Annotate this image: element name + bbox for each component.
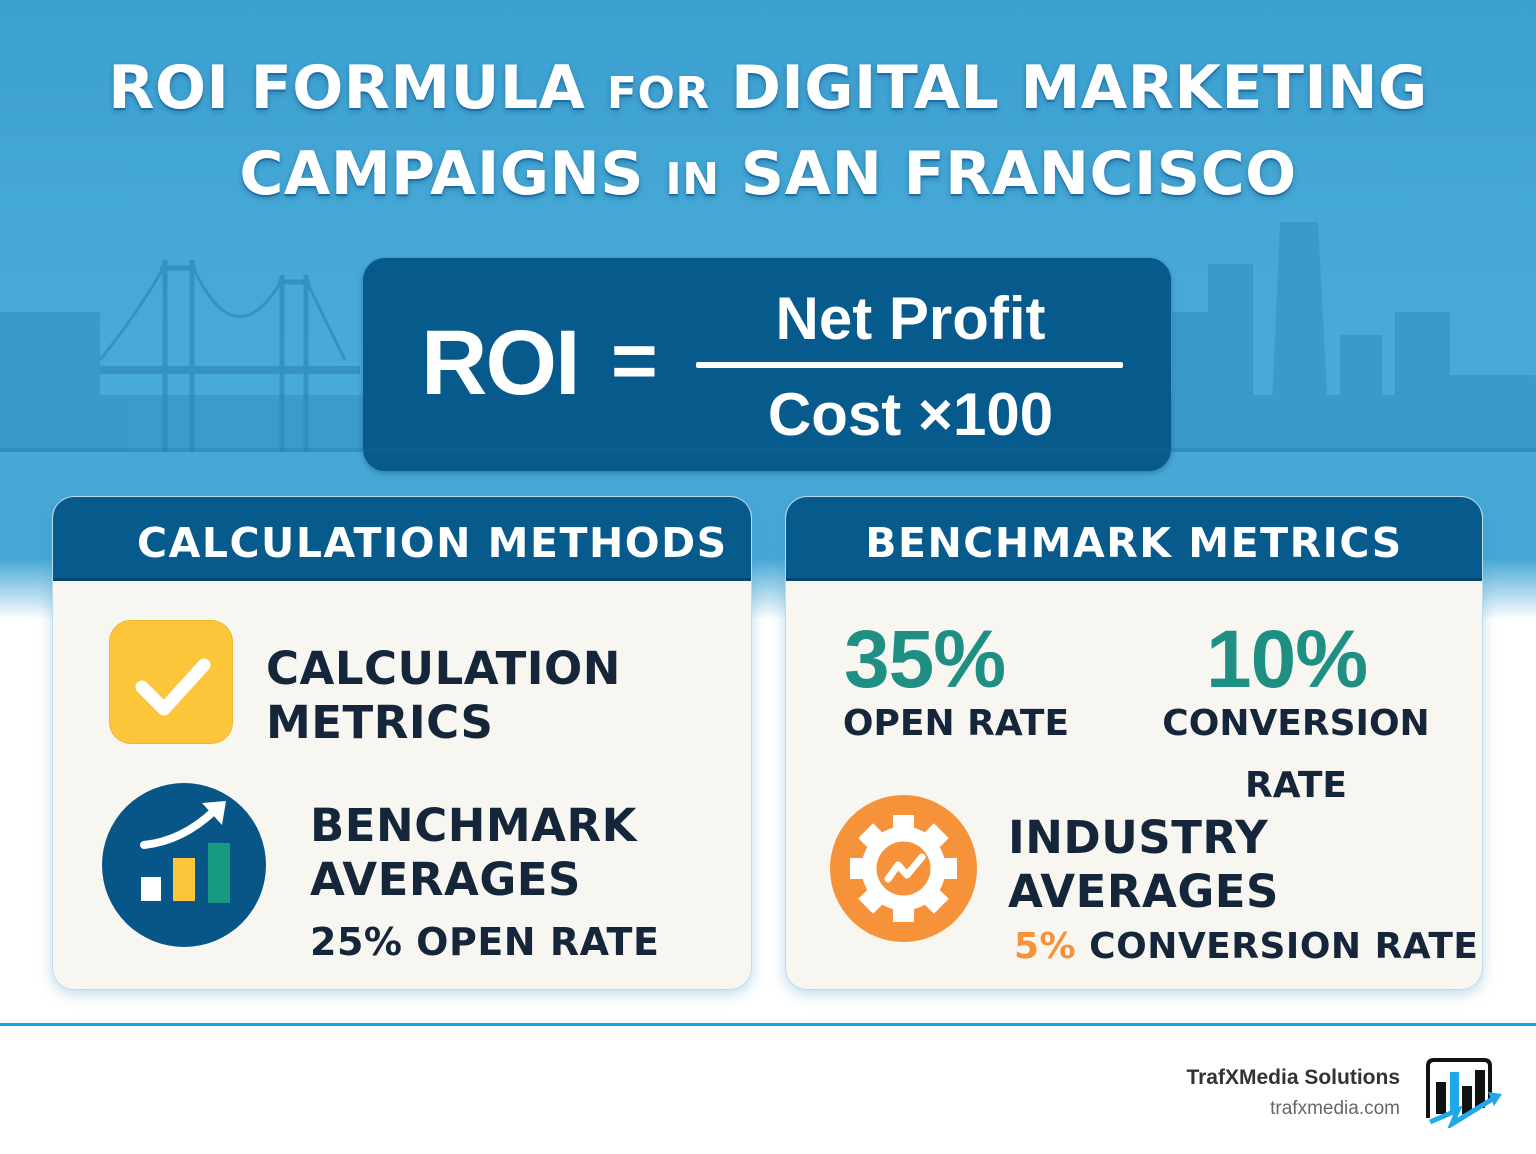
card-header: BENCHMARK METRICS <box>786 497 1482 581</box>
san-francisco-skyline-illustration <box>0 222 1536 452</box>
brand-name: TrafXMedia Solutions <box>1186 1066 1400 1089</box>
calculation-methods-card: CALCULATION METHODS CALCULATION METRICS … <box>52 496 752 990</box>
benchmark-open-rate: 25% OPEN RATE <box>310 920 660 964</box>
industry-conversion-label: CONVERSION RATE <box>1089 926 1479 967</box>
gear-trend-icon <box>830 795 977 942</box>
title-line-2: CAMPAIGNS IN SAN FRANCISCO <box>239 139 1297 209</box>
formula-denominator: Cost ×100 <box>767 381 1054 448</box>
benchmark-averages-label: BENCHMARK AVERAGES <box>310 799 638 906</box>
bar-chart-growth-icon <box>102 783 266 947</box>
open-rate-value: 35% <box>844 614 1006 705</box>
formula-numerator: Net Profit <box>775 285 1046 352</box>
industry-conversion-rate: 5% CONVERSION RATE <box>1014 921 1479 973</box>
formula-lhs: ROI <box>421 312 581 414</box>
fraction-bar <box>696 362 1123 368</box>
bar-chart-arrow-logo-icon <box>1426 1058 1502 1128</box>
calculation-metrics-label: CALCULATION METRICS <box>266 642 621 749</box>
conversion-rate-value: 10% <box>1206 614 1368 705</box>
conversion-rate-label: CONVERSION RATE <box>1162 703 1430 806</box>
industry-averages-label: INDUSTRY AVERAGES <box>1008 811 1279 918</box>
benchmark-metrics-card: BENCHMARK METRICS 35% OPEN RATE 10% CONV… <box>785 496 1483 990</box>
brand-url-link[interactable]: trafxmedia.com <box>1270 1098 1400 1119</box>
footer-divider <box>0 1023 1536 1026</box>
roi-formula-box: ROI = Net Profit Cost ×100 <box>363 258 1171 471</box>
checkmark-icon <box>109 620 233 744</box>
page-title: ROI FORMULA FOR DIGITAL MARKETING CAMPAI… <box>0 48 1536 220</box>
title-line-1: ROI FORMULA FOR DIGITAL MARKETING <box>108 53 1428 123</box>
card-header: CALCULATION METHODS <box>53 497 751 581</box>
industry-conversion-value: 5% <box>1014 926 1077 967</box>
formula-equals: = <box>611 316 658 405</box>
open-rate-label: OPEN RATE <box>842 703 1070 744</box>
